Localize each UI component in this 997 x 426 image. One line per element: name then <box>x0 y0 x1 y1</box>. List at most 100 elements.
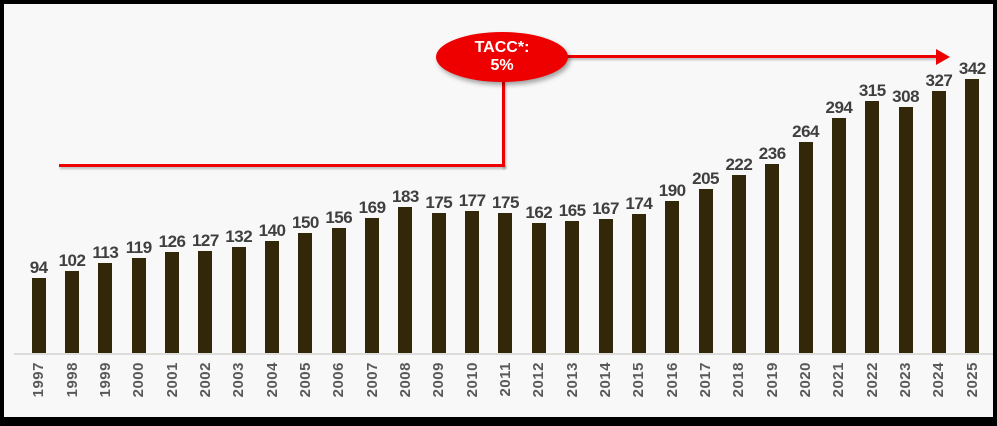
bar-column: 102 <box>55 252 88 353</box>
bar <box>931 91 946 353</box>
bar-column: 315 <box>856 82 889 353</box>
x-axis-tick-label: 2015 <box>630 362 648 398</box>
bar-column: 175 <box>489 194 522 353</box>
annotation-connector-vertical <box>502 80 505 167</box>
x-axis-tick-label: 2011 <box>496 362 514 397</box>
bar-column: 169 <box>355 199 388 353</box>
x-axis-tick-label: 2023 <box>897 362 915 398</box>
x-axis-tick: 2019 <box>756 362 789 416</box>
bar-column: 294 <box>822 99 855 353</box>
x-axis-tick-label: 2010 <box>463 362 481 398</box>
bar-column: 162 <box>522 204 555 353</box>
x-axis-tick: 2011 <box>489 362 522 416</box>
x-axis-tick-label: 2004 <box>263 362 281 398</box>
bar-column: 165 <box>556 202 589 353</box>
bar-value-label: 113 <box>92 242 119 262</box>
bar <box>431 213 446 353</box>
bar <box>298 233 313 353</box>
bar-value-label: 156 <box>325 208 353 228</box>
bar <box>398 206 413 353</box>
bar-value-label: 102 <box>58 251 86 271</box>
bar-value-label: 327 <box>925 71 953 91</box>
bar-value-label: 222 <box>725 155 753 175</box>
x-axis-tick: 2007 <box>355 362 388 416</box>
bar <box>465 211 480 353</box>
bar-column: 113 <box>89 244 122 353</box>
x-axis-tick: 2014 <box>589 362 622 416</box>
x-axis-tick: 2004 <box>255 362 288 416</box>
x-axis-tick: 2002 <box>189 362 222 416</box>
bar <box>831 117 846 353</box>
bar-column: 126 <box>155 233 188 353</box>
x-axis-tick-label: 1998 <box>63 362 81 398</box>
bar-column: 167 <box>589 200 622 353</box>
x-axis-tick: 2003 <box>222 362 255 416</box>
bar <box>265 241 280 353</box>
bar-value-label: 132 <box>225 227 253 247</box>
bar-column: 94 <box>22 259 55 353</box>
bar <box>898 106 913 353</box>
x-axis-tick-label: 2019 <box>763 362 781 398</box>
bar-column: 150 <box>289 214 322 353</box>
plot-area: 94 102 113 119 126 127 132 140 150 156 169 183 175 17… <box>22 4 989 353</box>
bar <box>765 164 780 353</box>
bar-value-label: 165 <box>558 201 586 220</box>
bar-value-label: 315 <box>858 81 886 100</box>
x-axis-tick: 2021 <box>822 362 855 416</box>
bar <box>365 217 380 353</box>
x-axis-tick: 1998 <box>55 362 88 416</box>
x-axis-tick-label: 2002 <box>196 362 214 398</box>
bar-column: 174 <box>622 195 655 353</box>
x-axis-tick-label: 2006 <box>330 362 348 398</box>
bar <box>965 79 980 353</box>
x-axis-line <box>14 353 993 355</box>
x-axis-tick: 2015 <box>622 362 655 416</box>
annotation-arrow-line <box>564 55 938 58</box>
bar-column: 308 <box>889 88 922 353</box>
x-axis-tick: 2008 <box>389 362 422 416</box>
bar-column: 264 <box>789 123 822 353</box>
bar <box>131 257 146 353</box>
x-axis-tick: 2006 <box>322 362 355 416</box>
annotation-arrow-head-icon <box>936 49 950 65</box>
bar-value-label: 140 <box>258 221 286 240</box>
bar-column: 205 <box>689 170 722 353</box>
bar-value-label: 177 <box>458 191 486 211</box>
bar-column: 175 <box>422 194 455 353</box>
bar-value-label: 308 <box>892 86 920 106</box>
bar-column: 222 <box>722 156 755 353</box>
x-axis-tick: 2016 <box>656 362 689 416</box>
bar-value-label: 167 <box>592 199 619 219</box>
x-axis-tick: 2023 <box>889 362 922 416</box>
x-axis-tick-label: 2012 <box>530 362 548 398</box>
bar-value-label: 169 <box>358 197 386 217</box>
bar-column: 342 <box>956 60 989 353</box>
x-axis-tick: 2013 <box>556 362 589 416</box>
bar-value-label: 127 <box>191 231 219 251</box>
x-axis-tick-label: 2005 <box>296 362 314 398</box>
bar <box>165 252 180 353</box>
bar <box>865 101 880 353</box>
bar <box>31 277 46 353</box>
bar-column: 132 <box>222 228 255 353</box>
bar-column: 156 <box>322 209 355 353</box>
x-axis-tick: 2022 <box>856 362 889 416</box>
bar-value-label: 126 <box>158 232 186 252</box>
bar-column: 327 <box>922 72 955 353</box>
bar <box>231 247 246 353</box>
x-axis-tick: 2018 <box>722 362 755 416</box>
x-axis-tick-label: 2024 <box>930 362 948 398</box>
x-axis-tick-label: 2003 <box>230 362 248 398</box>
bar-column: 127 <box>189 232 222 353</box>
x-axis-tick-label: 2009 <box>430 362 448 398</box>
x-axis-tick: 2009 <box>422 362 455 416</box>
bar-column: 140 <box>255 222 288 353</box>
x-axis-tick-label: 1997 <box>30 362 48 398</box>
x-axis-tick-label: 2000 <box>130 362 148 398</box>
x-axis-tick-label: 2016 <box>663 362 681 398</box>
bar <box>65 271 80 353</box>
bar-value-label: 174 <box>625 193 653 213</box>
x-axis-tick-label: 2013 <box>563 362 581 398</box>
bar-value-label: 175 <box>492 193 519 212</box>
x-axis-tick-label: 2017 <box>697 362 715 398</box>
